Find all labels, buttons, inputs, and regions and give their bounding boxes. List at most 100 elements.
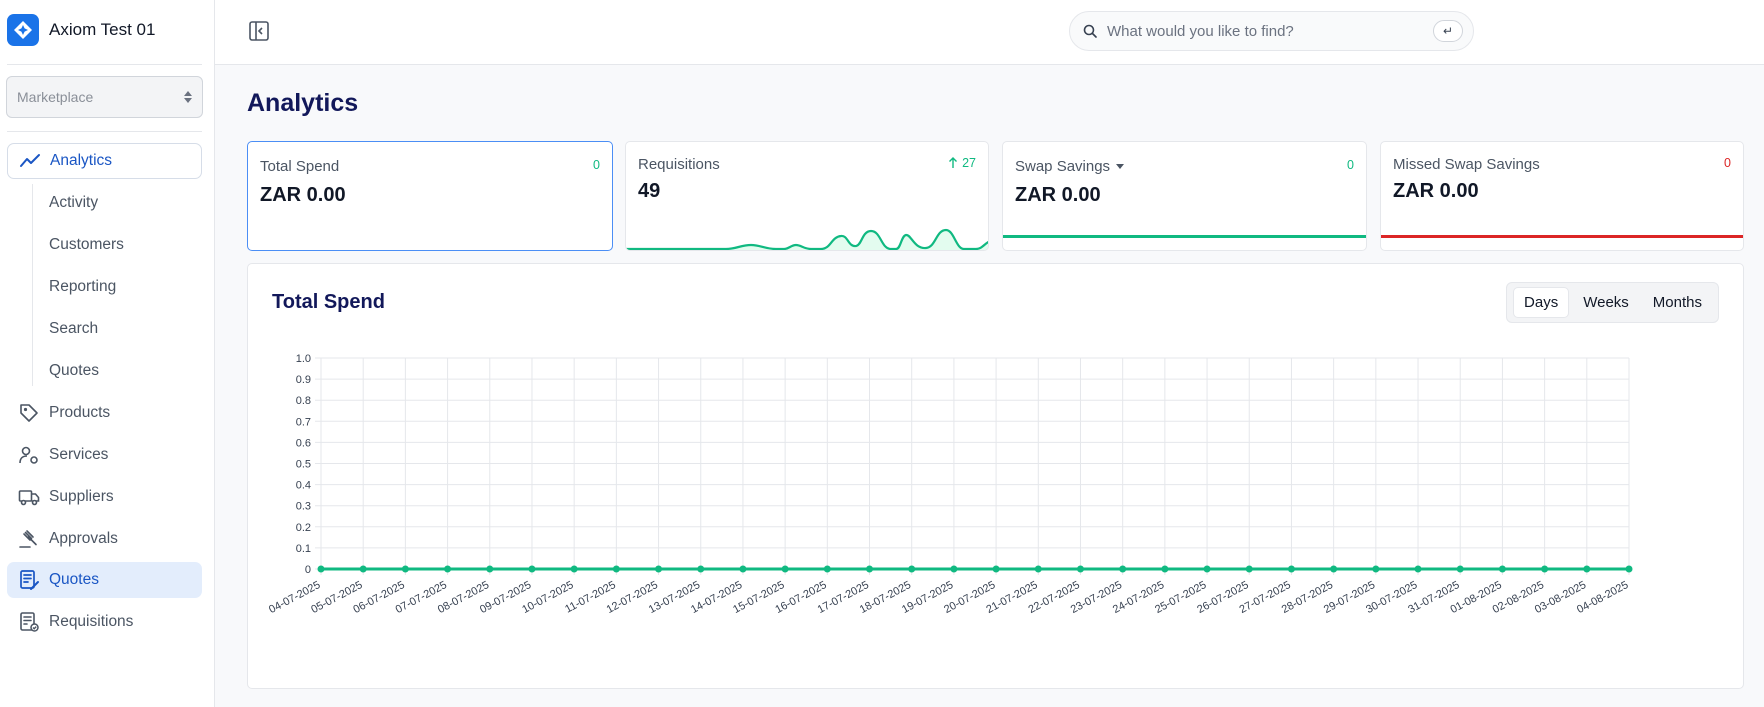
sidebar-item-requisitions[interactable]: Requisitions <box>7 604 202 640</box>
data-point <box>317 565 325 573</box>
gavel-icon <box>19 530 37 548</box>
search-input[interactable] <box>1107 22 1427 40</box>
kpi-delta: 27 <box>962 156 976 170</box>
total-spend-chart-card: Total Spend Days Weeks Months 0 0.1 0.2 0.3… <box>247 263 1744 689</box>
marketplace-select[interactable]: Marketplace <box>6 76 203 118</box>
sidebar-item-analytics[interactable]: Analytics <box>7 143 202 179</box>
sidebar-subitem-activity[interactable]: Activity <box>49 194 99 211</box>
data-point <box>1456 565 1464 573</box>
sidebar-item-products[interactable]: Products <box>7 395 202 431</box>
sidebar-item-label: Analytics <box>50 152 113 169</box>
user-gear-icon <box>19 446 38 464</box>
chart-title: Total Spend <box>272 291 385 313</box>
sidebar-toggle-icon[interactable] <box>248 20 270 42</box>
checklist-icon <box>20 612 39 632</box>
data-point <box>359 565 367 573</box>
trend-line-icon <box>20 154 40 167</box>
data-point <box>1034 565 1042 573</box>
kpi-value: ZAR 0.00 <box>1393 180 1479 202</box>
truck-icon <box>18 490 40 506</box>
data-point <box>1161 565 1169 573</box>
data-point <box>950 565 958 573</box>
data-point <box>908 565 916 573</box>
y-tick-label: 0.3 <box>296 501 311 513</box>
brand-logo-icon <box>7 14 39 46</box>
sidebar-item-label: Requisitions <box>49 613 134 630</box>
app-name: Axiom Test 01 <box>49 20 156 39</box>
data-point <box>1287 565 1295 573</box>
top-header: ↵ <box>215 0 1764 65</box>
kpi-delta: 0 <box>1347 158 1354 172</box>
kpi-label: Requisitions <box>638 156 720 173</box>
data-point <box>1583 565 1591 573</box>
enter-key-icon[interactable]: ↵ <box>1433 20 1463 42</box>
sidebar-subitem-customers[interactable]: Customers <box>49 236 124 253</box>
range-toggle: Days Weeks Months <box>1506 282 1719 323</box>
kpi-card-swap-savings[interactable]: Swap Savings 0 ZAR 0.00 <box>1002 141 1367 251</box>
kpi-delta: 0 <box>1724 156 1731 170</box>
data-point <box>1498 565 1506 573</box>
data-point <box>1414 565 1422 573</box>
y-tick-label: 0.2 <box>296 522 311 534</box>
range-months-button[interactable]: Months <box>1652 294 1702 311</box>
data-point <box>823 565 831 573</box>
y-tick-label: 1.0 <box>296 353 311 365</box>
arrow-up-icon <box>949 157 958 168</box>
kpi-trend-line <box>1381 235 1743 238</box>
data-point <box>866 565 874 573</box>
y-tick-label: 0.8 <box>296 395 311 407</box>
sidebar-item-services[interactable]: Services <box>7 437 202 473</box>
total-spend-line-chart: 00.10.20.30.40.50.60.70.80.91.004-07-202… <box>267 353 1633 616</box>
y-tick-label: 0.5 <box>296 459 311 471</box>
range-weeks-button[interactable]: Weeks <box>1583 294 1629 311</box>
data-point <box>1541 565 1549 573</box>
sidebar-subitem-quotes[interactable]: Quotes <box>49 362 99 379</box>
kpi-trend-line <box>1003 235 1366 238</box>
y-tick-label: 0.6 <box>296 437 311 449</box>
kpi-value: 49 <box>638 180 661 202</box>
y-tick-label: 0.9 <box>296 374 311 386</box>
quote-document-icon <box>20 570 39 590</box>
tag-icon <box>20 404 38 422</box>
select-arrows-icon <box>184 91 192 103</box>
sidebar-item-quotes[interactable]: Quotes <box>7 562 202 598</box>
data-point <box>781 565 789 573</box>
kpi-label-group[interactable]: Swap Savings <box>1015 158 1125 175</box>
global-search[interactable]: ↵ <box>1069 11 1474 51</box>
requisitions-sparkline <box>626 228 988 250</box>
sidebar-item-label: Approvals <box>49 530 118 547</box>
marketplace-select-value: Marketplace <box>17 89 94 105</box>
data-point <box>739 565 747 573</box>
data-point <box>1203 565 1211 573</box>
caret-down-icon[interactable] <box>1116 164 1125 169</box>
data-point <box>1076 565 1084 573</box>
sidebar-item-label: Products <box>49 404 111 421</box>
kpi-card-requisitions[interactable]: Requisitions 27 49 <box>625 141 989 251</box>
data-point <box>1245 565 1253 573</box>
sidebar-item-label: Suppliers <box>49 488 114 505</box>
sidebar-item-label: Quotes <box>49 571 99 588</box>
range-days-button[interactable]: Days <box>1513 287 1570 318</box>
sidebar-item-suppliers[interactable]: Suppliers <box>7 479 202 515</box>
data-point <box>612 565 620 573</box>
y-tick-label: 0.7 <box>296 416 311 428</box>
sidebar-subitem-search[interactable]: Search <box>49 320 99 337</box>
y-tick-label: 0.4 <box>296 480 311 492</box>
brand[interactable]: Axiom Test 01 <box>7 14 155 46</box>
y-tick-label: 0.1 <box>296 543 311 555</box>
kpi-value: ZAR 0.00 <box>1015 184 1101 206</box>
data-point <box>401 565 409 573</box>
kpi-card-total-spend[interactable]: Total Spend 0 ZAR 0.00 <box>247 141 613 251</box>
search-icon <box>1083 24 1097 38</box>
data-point <box>1625 565 1633 573</box>
kpi-label: Missed Swap Savings <box>1393 156 1540 173</box>
data-point <box>1330 565 1338 573</box>
sidebar-subitem-reporting[interactable]: Reporting <box>49 278 117 295</box>
kpi-label: Total Spend <box>260 158 340 175</box>
sidebar-item-approvals[interactable]: Approvals <box>7 521 202 557</box>
data-point <box>486 565 494 573</box>
submenu-guide <box>32 184 33 386</box>
data-point <box>570 565 578 573</box>
data-point <box>992 565 1000 573</box>
kpi-card-missed-swap-savings[interactable]: Missed Swap Savings 0 ZAR 0.00 <box>1380 141 1744 251</box>
